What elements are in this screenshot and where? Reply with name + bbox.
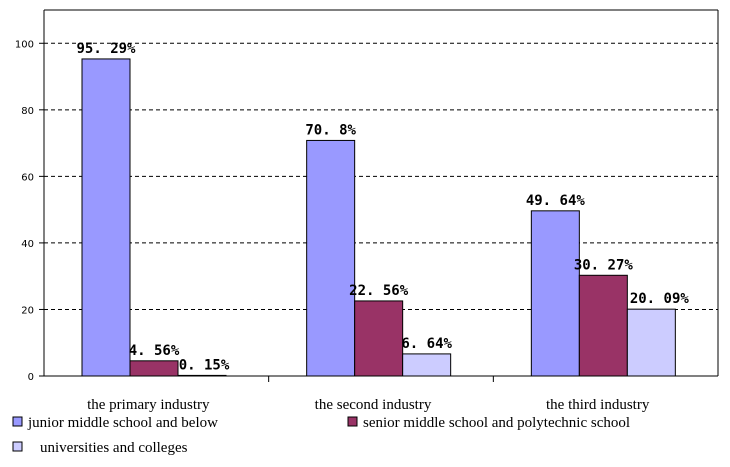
data-label: 4. 56% bbox=[129, 343, 180, 359]
bars bbox=[81, 58, 676, 377]
bar bbox=[129, 360, 179, 377]
bar bbox=[530, 210, 580, 377]
y-tick-label: 0 bbox=[28, 372, 34, 383]
legend-label: senior middle school and polytechnic sch… bbox=[363, 415, 630, 431]
data-label: 70. 8% bbox=[305, 122, 356, 138]
y-tick-label: 60 bbox=[21, 172, 34, 183]
y-tick-label: 20 bbox=[21, 305, 34, 316]
legend-label: universities and colleges bbox=[40, 440, 188, 456]
bar bbox=[177, 374, 227, 377]
bar bbox=[354, 300, 404, 377]
legend-swatch bbox=[12, 416, 23, 427]
data-label: 49. 64% bbox=[526, 193, 586, 209]
data-label: 22. 56% bbox=[349, 283, 409, 299]
legend-label: junior middle school and below bbox=[27, 415, 218, 431]
legend-swatch bbox=[12, 441, 23, 452]
legend-item: universities and colleges bbox=[12, 440, 188, 456]
y-tick-label: 80 bbox=[21, 106, 34, 117]
legend-item: senior middle school and polytechnic sch… bbox=[347, 415, 630, 431]
y-tick-label: 40 bbox=[21, 239, 34, 250]
bar bbox=[626, 308, 676, 377]
bar bbox=[306, 139, 356, 377]
bar bbox=[578, 274, 628, 377]
category-label: the primary industry bbox=[87, 397, 210, 413]
data-label: 30. 27% bbox=[574, 257, 634, 273]
data-labels: 95. 29% 4. 56%0. 15% 70. 8% 22. 56% 6. 64% 49… bbox=[76, 41, 689, 373]
data-label: 20. 09% bbox=[630, 291, 690, 307]
legend-item: junior middle school and below bbox=[12, 415, 218, 431]
bar bbox=[402, 353, 452, 377]
data-label: 6. 64% bbox=[401, 336, 452, 352]
legend-swatch bbox=[347, 416, 358, 427]
bar bbox=[81, 58, 131, 377]
y-tick-label: 100 bbox=[15, 39, 34, 50]
legend: junior middle school and below senior mid… bbox=[12, 415, 630, 456]
data-label: 0. 15% bbox=[179, 357, 230, 373]
category-label: the third industry bbox=[546, 397, 650, 413]
category-label: the second industry bbox=[315, 397, 432, 413]
data-label: 95. 29% bbox=[76, 41, 136, 57]
